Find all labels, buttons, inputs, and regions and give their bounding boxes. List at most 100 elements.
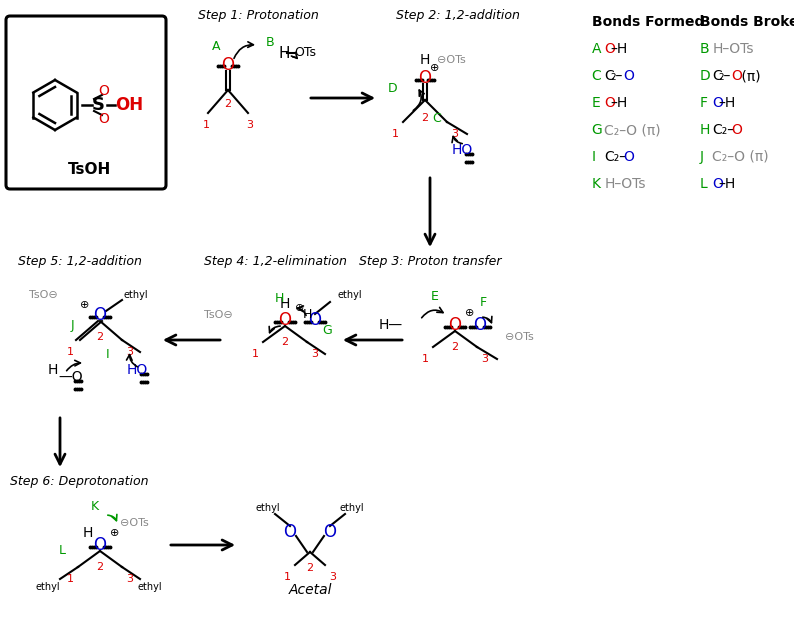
Text: 1: 1 <box>252 349 259 359</box>
Text: O: O <box>604 42 615 56</box>
Text: H: H <box>274 291 283 305</box>
Text: H: H <box>48 363 59 377</box>
Text: C₂–: C₂– <box>604 150 626 164</box>
Text: O: O <box>623 150 634 164</box>
Text: G: G <box>322 323 332 337</box>
Text: 3: 3 <box>246 120 253 130</box>
Text: 3: 3 <box>452 129 458 139</box>
Text: C₂–O (π): C₂–O (π) <box>604 123 661 137</box>
Text: O: O <box>623 69 634 83</box>
Text: 1: 1 <box>67 574 74 584</box>
Text: H: H <box>279 297 290 311</box>
Text: I: I <box>592 150 600 164</box>
Text: H: H <box>278 45 290 61</box>
Text: TsOH: TsOH <box>68 163 112 177</box>
Text: 2: 2 <box>306 563 314 573</box>
Text: ethyl: ethyl <box>256 503 280 513</box>
Text: H—: H— <box>379 318 403 332</box>
Text: H: H <box>303 308 312 321</box>
Text: ⊖OTs: ⊖OTs <box>437 55 466 65</box>
Text: Step 3: Proton transfer: Step 3: Proton transfer <box>359 255 501 269</box>
Text: O: O <box>731 123 742 137</box>
Text: C: C <box>712 69 723 83</box>
Text: K: K <box>91 500 99 513</box>
Text: Acetal: Acetal <box>288 583 332 597</box>
Text: H: H <box>420 53 430 67</box>
Text: ⊕: ⊕ <box>295 303 304 313</box>
Text: L: L <box>700 177 712 191</box>
Text: ⊕: ⊕ <box>430 63 440 73</box>
Text: B: B <box>700 42 714 56</box>
Text: ⊖OTs: ⊖OTs <box>505 332 534 342</box>
Text: 1: 1 <box>67 347 74 357</box>
Text: 1: 1 <box>391 129 399 139</box>
Text: 3: 3 <box>330 572 337 582</box>
Text: 1: 1 <box>422 354 429 364</box>
Text: 2: 2 <box>96 562 103 572</box>
Text: H–OTs: H–OTs <box>604 177 646 191</box>
Text: O: O <box>712 96 723 110</box>
Text: OTs: OTs <box>294 47 316 60</box>
Text: C₂–O (π): C₂–O (π) <box>712 150 769 164</box>
Text: –H: –H <box>611 96 628 110</box>
Text: O: O <box>418 69 431 87</box>
Text: H–OTs: H–OTs <box>712 42 754 56</box>
Text: C: C <box>604 69 614 83</box>
Text: —O: —O <box>58 370 83 384</box>
Text: ethyl: ethyl <box>137 582 162 592</box>
Text: O: O <box>222 56 234 74</box>
Text: –H: –H <box>719 96 736 110</box>
Text: L: L <box>59 543 65 557</box>
Text: O: O <box>473 316 487 334</box>
Text: HO: HO <box>127 363 148 377</box>
Text: I: I <box>106 349 110 362</box>
Text: –H: –H <box>719 177 736 191</box>
Text: O: O <box>98 84 110 98</box>
Text: K: K <box>592 177 605 191</box>
Text: O: O <box>94 536 106 554</box>
Text: B: B <box>266 36 274 49</box>
Text: S: S <box>92 96 105 114</box>
Text: ethyl: ethyl <box>36 582 60 592</box>
Text: ₂–: ₂– <box>719 69 731 83</box>
Text: 3: 3 <box>126 574 133 584</box>
Text: 2: 2 <box>96 332 103 342</box>
Text: O: O <box>279 311 291 329</box>
Text: HO: HO <box>452 143 473 157</box>
Text: O: O <box>712 177 723 191</box>
FancyBboxPatch shape <box>6 16 166 189</box>
Text: 3: 3 <box>311 349 318 359</box>
Text: A: A <box>592 42 606 56</box>
Text: 3: 3 <box>481 354 488 364</box>
Text: 1: 1 <box>202 120 210 130</box>
Text: Step 4: 1,2-elimination: Step 4: 1,2-elimination <box>203 255 346 269</box>
Text: Step 6: Deprotonation: Step 6: Deprotonation <box>10 476 148 488</box>
Text: Bonds Formed: Bonds Formed <box>592 15 704 29</box>
Text: 2: 2 <box>225 99 232 109</box>
Text: E: E <box>592 96 605 110</box>
Text: ⊕: ⊕ <box>110 528 119 538</box>
Text: D: D <box>700 69 715 83</box>
Text: O: O <box>731 69 742 83</box>
Text: TsO⊖: TsO⊖ <box>204 310 233 320</box>
Text: C₂–: C₂– <box>712 123 734 137</box>
Text: A: A <box>212 40 220 54</box>
Text: O: O <box>449 316 461 334</box>
Text: Step 1: Protonation: Step 1: Protonation <box>198 10 318 22</box>
Text: O: O <box>309 311 322 329</box>
Text: 3: 3 <box>126 347 133 357</box>
Text: J: J <box>700 150 708 164</box>
Text: ⊕: ⊕ <box>80 300 90 310</box>
Text: G: G <box>592 123 607 137</box>
Text: E: E <box>431 291 439 303</box>
Text: OH: OH <box>115 96 143 114</box>
Text: 2: 2 <box>422 113 429 123</box>
Text: O: O <box>98 112 110 126</box>
Text: 2: 2 <box>281 337 288 347</box>
Text: O: O <box>283 523 296 541</box>
Text: ₂–: ₂– <box>611 69 623 83</box>
Text: C: C <box>592 69 606 83</box>
Text: 2: 2 <box>452 342 459 352</box>
Text: D: D <box>388 83 398 95</box>
Text: H: H <box>83 526 93 540</box>
